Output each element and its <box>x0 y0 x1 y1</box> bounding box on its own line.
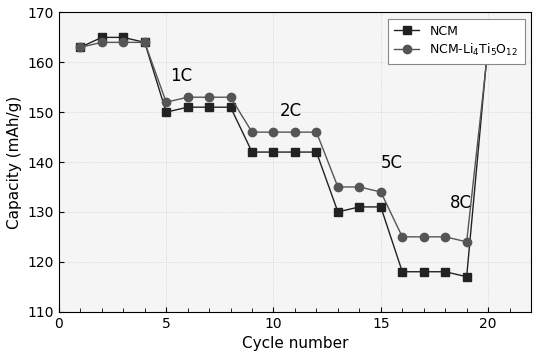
NCM-Li$_4$Ti$_5$O$_{12}$ <box>378 190 384 194</box>
NCM-Li$_4$Ti$_5$O$_{12}$ <box>506 45 513 49</box>
Text: 2C: 2C <box>280 102 302 120</box>
NCM <box>163 110 169 114</box>
Line: NCM: NCM <box>76 33 514 281</box>
NCM-Li$_4$Ti$_5$O$_{12}$ <box>421 235 427 239</box>
NCM <box>506 35 513 39</box>
NCM <box>442 270 449 274</box>
NCM <box>313 150 320 154</box>
NCM <box>206 105 213 109</box>
NCM <box>485 40 491 44</box>
NCM-Li$_4$Ti$_5$O$_{12}$ <box>228 95 234 100</box>
NCM-Li$_4$Ti$_5$O$_{12}$ <box>313 130 320 134</box>
NCM-Li$_4$Ti$_5$O$_{12}$ <box>206 95 213 100</box>
NCM <box>77 45 83 49</box>
Line: NCM-Li$_4$Ti$_5$O$_{12}$: NCM-Li$_4$Ti$_5$O$_{12}$ <box>76 38 514 246</box>
NCM-Li$_4$Ti$_5$O$_{12}$ <box>185 95 191 100</box>
NCM <box>141 40 148 44</box>
NCM-Li$_4$Ti$_5$O$_{12}$ <box>356 185 363 189</box>
NCM-Li$_4$Ti$_5$O$_{12}$ <box>77 45 83 49</box>
NCM-Li$_4$Ti$_5$O$_{12}$ <box>399 235 406 239</box>
NCM-Li$_4$Ti$_5$O$_{12}$ <box>292 130 298 134</box>
NCM <box>120 35 126 39</box>
Text: 8C: 8C <box>449 194 471 212</box>
NCM-Li$_4$Ti$_5$O$_{12}$ <box>163 100 169 104</box>
NCM <box>356 205 363 209</box>
Y-axis label: Capacity (mAh/g): Capacity (mAh/g) <box>7 96 22 229</box>
NCM-Li$_4$Ti$_5$O$_{12}$ <box>141 40 148 44</box>
NCM-Li$_4$Ti$_5$O$_{12}$ <box>485 45 491 49</box>
NCM <box>335 210 341 214</box>
NCM-Li$_4$Ti$_5$O$_{12}$ <box>98 40 105 44</box>
Text: 1C: 1C <box>171 67 193 85</box>
NCM <box>185 105 191 109</box>
NCM <box>249 150 255 154</box>
NCM-Li$_4$Ti$_5$O$_{12}$ <box>270 130 277 134</box>
NCM-Li$_4$Ti$_5$O$_{12}$ <box>442 235 449 239</box>
NCM <box>378 205 384 209</box>
NCM <box>463 275 470 279</box>
Text: 5C: 5C <box>381 154 403 172</box>
NCM-Li$_4$Ti$_5$O$_{12}$ <box>120 40 126 44</box>
Legend: NCM, NCM-Li$_4$Ti$_5$O$_{12}$: NCM, NCM-Li$_4$Ti$_5$O$_{12}$ <box>388 19 525 64</box>
NCM <box>421 270 427 274</box>
NCM <box>399 270 406 274</box>
NCM-Li$_4$Ti$_5$O$_{12}$ <box>335 185 341 189</box>
X-axis label: Cycle number: Cycle number <box>242 336 348 351</box>
NCM <box>228 105 234 109</box>
NCM <box>98 35 105 39</box>
NCM-Li$_4$Ti$_5$O$_{12}$ <box>463 240 470 244</box>
NCM <box>292 150 298 154</box>
NCM <box>270 150 277 154</box>
NCM-Li$_4$Ti$_5$O$_{12}$ <box>249 130 255 134</box>
